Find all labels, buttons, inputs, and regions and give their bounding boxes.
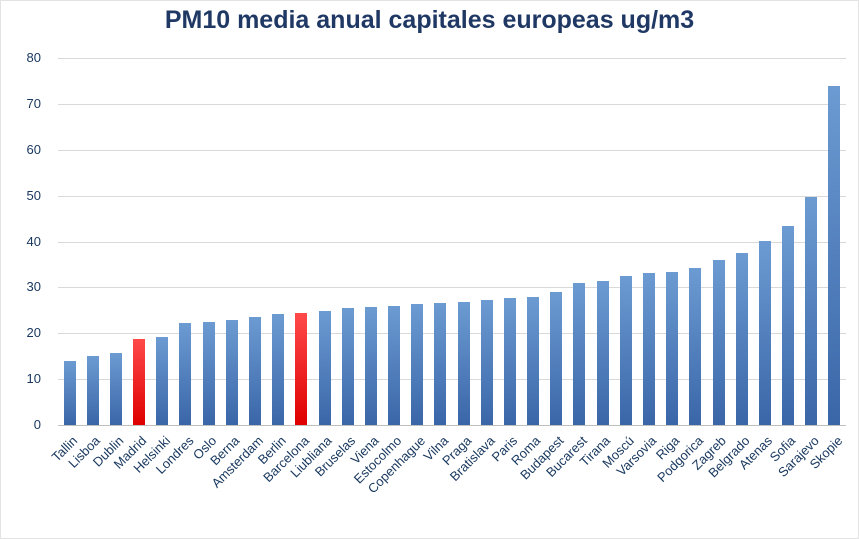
plot-area — [58, 58, 846, 426]
bar-Skopie — [828, 85, 841, 425]
bar-Atenas — [758, 241, 771, 425]
gridline-10 — [58, 379, 846, 381]
gridline-60 — [58, 149, 846, 151]
y-tick-label-50: 50 — [26, 187, 41, 203]
bar-Viena — [364, 307, 377, 425]
x-axis-labels: Tallin Lisboa Dublin Madrid Helsinki Londres O… — [49, 427, 846, 537]
bar-Barcelona — [295, 313, 308, 425]
bar-Sofia — [782, 225, 795, 425]
gridline-70 — [58, 103, 846, 105]
bar-Lisboa — [86, 355, 99, 425]
bar-Roma — [527, 296, 540, 425]
gridline-0 — [58, 425, 846, 426]
bar-Bruselas — [341, 308, 354, 425]
bar-Amsterdam — [249, 317, 261, 425]
bar-Helsinki — [156, 336, 169, 425]
bar-Berlin — [272, 313, 285, 425]
bar-Belgrado — [735, 253, 748, 425]
bar-Dublin — [109, 352, 122, 425]
bar-Madrid — [133, 339, 146, 425]
bar-Liubliana — [318, 311, 331, 425]
bar-Paris — [503, 297, 516, 425]
y-tick-label-60: 60 — [26, 141, 41, 157]
bar-Praga — [457, 301, 470, 425]
bar-Tirana — [596, 280, 609, 425]
bar-Varsovia — [643, 273, 655, 425]
bar-Bucarest — [573, 283, 586, 425]
y-axis: 0 10 20 30 40 50 60 70 80 — [1, 50, 49, 432]
y-tick-label-20: 20 — [26, 325, 41, 341]
y-tick-label-0: 0 — [33, 417, 41, 432]
y-tick-label-40: 40 — [26, 233, 41, 249]
bar-Oslo — [202, 321, 215, 425]
bar-Londres — [179, 323, 192, 425]
gridline-30 — [58, 287, 846, 289]
bar-Sarajevo — [805, 197, 818, 425]
bar-Copenhague — [411, 303, 424, 425]
y-tick-label-70: 70 — [26, 95, 41, 111]
bar-Bratislava — [480, 300, 493, 425]
y-tick-label-30: 30 — [26, 279, 41, 295]
bar-Podgorica — [689, 268, 702, 425]
bar-Vilna — [434, 302, 447, 425]
bar-Budapest — [550, 291, 563, 425]
y-tick-label-80: 80 — [26, 50, 41, 65]
bar-Estocolmo — [388, 305, 401, 425]
bar-Zagreb — [712, 260, 725, 425]
bar-Riga — [666, 271, 679, 425]
y-tick-label-10: 10 — [26, 371, 41, 387]
chart-title: PM10 media anual capitales europeas ug/m… — [164, 6, 695, 34]
gridline-20 — [58, 333, 846, 335]
bar-Berna — [225, 319, 238, 425]
gridline-40 — [58, 241, 846, 243]
bar-Moscú — [619, 275, 632, 425]
gridline-50 — [58, 195, 846, 197]
bar-Tallin — [63, 360, 76, 425]
gridline-80 — [58, 58, 846, 59]
